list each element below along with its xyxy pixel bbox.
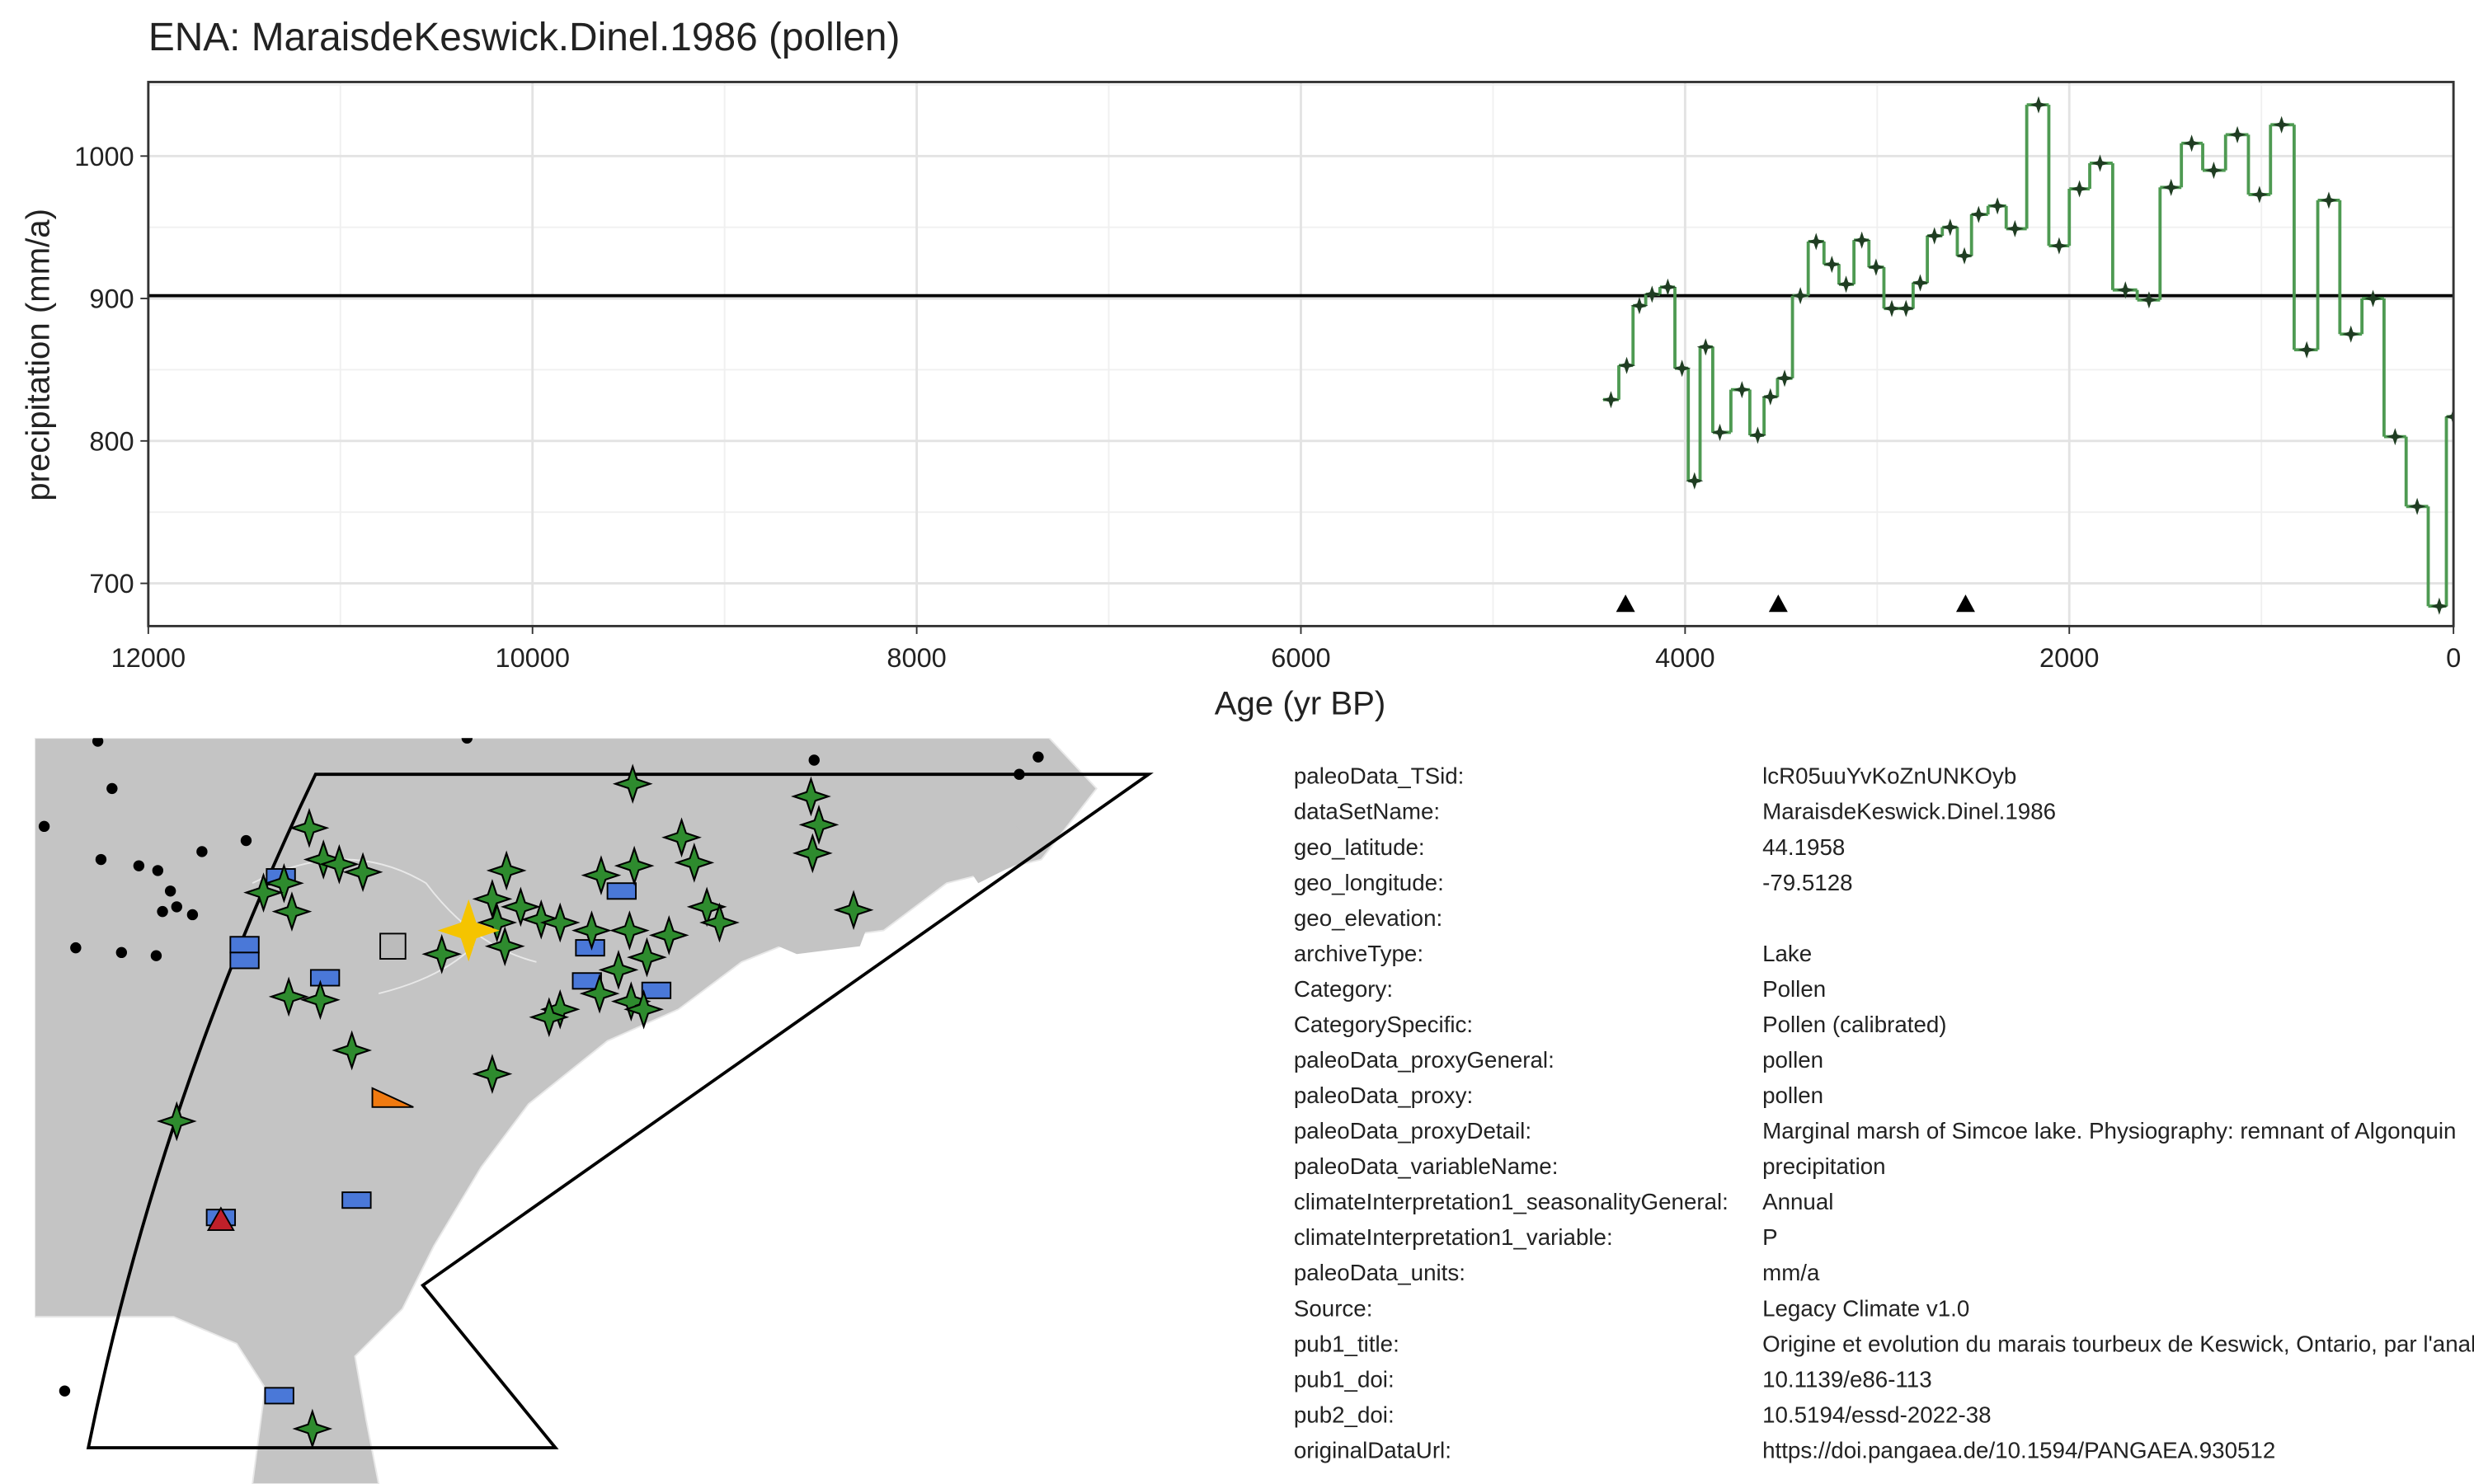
y-tick-label: 800 <box>89 426 134 456</box>
site-dot <box>152 865 164 876</box>
site-dot <box>808 754 820 766</box>
metadata-key: geo_latitude: <box>1294 834 1425 860</box>
metadata-key: pub2_doi: <box>1294 1402 1395 1427</box>
site-square <box>264 1387 294 1405</box>
site-square <box>641 981 672 999</box>
site-dot <box>186 909 199 921</box>
site-dot <box>164 885 176 897</box>
plot-area: 12000 10000 8000 6000 4000 2000 0 700 800 900 1000 <box>74 81 2461 673</box>
metadata-value: lcR05uuYvKoZnUNKOyb <box>1762 763 2016 789</box>
plot-border <box>147 81 2455 627</box>
metadata-key: climateInterpretation1_seasonalityGenera… <box>1294 1189 1729 1214</box>
metadata-key: paleoData_TSid: <box>1294 763 1465 789</box>
site-triangle <box>371 1087 414 1108</box>
y-tick-label: 700 <box>89 569 134 599</box>
site-dot <box>461 738 473 744</box>
site-dot <box>157 905 168 918</box>
site-dot <box>95 853 107 866</box>
metadata-value: P <box>1762 1224 1778 1250</box>
metadata-value: Pollen <box>1762 976 1826 1002</box>
metadata-value: -79.5128 <box>1762 870 1852 895</box>
metadata-value: MaraisdeKeswick.Dinel.1986 <box>1762 799 2056 824</box>
metadata-key: originalDataUrl: <box>1294 1437 1451 1463</box>
land <box>35 738 1098 1484</box>
site-markers <box>38 738 1044 1448</box>
land <box>741 819 1042 955</box>
x-axis-label: Age (yr BP) <box>1215 685 1386 722</box>
site-dot <box>240 834 252 847</box>
chart-title: ENA: MaraisdeKeswick.Dinel.1986 (pollen) <box>148 16 901 59</box>
metadata-value: 44.1958 <box>1762 834 1845 860</box>
metadata-key: archiveType: <box>1294 941 1423 966</box>
metadata-key: pub1_title: <box>1294 1331 1399 1356</box>
x-tick-label: 6000 <box>1271 643 1330 673</box>
metadata-value: pollen <box>1762 1047 1823 1073</box>
metadata-value: mm/a <box>1762 1260 1820 1285</box>
metadata-key: pub1_doi: <box>1294 1366 1395 1392</box>
site-dot <box>171 901 182 913</box>
metadata-table: paleoData_TSid: lcR05uuYvKoZnUNKOyb dataSe… <box>1294 763 2474 1463</box>
site-dot <box>1014 768 1025 780</box>
metadata-value: pollen <box>1762 1082 1823 1108</box>
site-square <box>379 932 407 960</box>
age-control-marker <box>1955 594 1975 613</box>
metadata-value: https://doi.pangaea.de/10.1594/PANGAEA.9… <box>1762 1437 2275 1463</box>
x-tick-label: 8000 <box>887 643 946 673</box>
metadata-key: geo_elevation: <box>1294 905 1442 931</box>
y-tick-label: 1000 <box>74 142 134 171</box>
x-tick-label: 4000 <box>1655 643 1714 673</box>
site-dot <box>133 860 145 871</box>
metadata-key: paleoData_proxyDetail: <box>1294 1118 1531 1144</box>
y-tick-label: 900 <box>89 284 134 314</box>
site-dot <box>115 946 128 959</box>
age-control-marker <box>1616 594 1635 613</box>
metadata-value: 10.1139/e86-113 <box>1762 1366 1932 1392</box>
x-tick-label: 10000 <box>496 643 570 673</box>
site-dot <box>92 738 104 747</box>
metadata-value: Pollen (calibrated) <box>1762 1012 1946 1037</box>
metadata-value: precipitation <box>1762 1153 1885 1179</box>
metadata-key: Source: <box>1294 1295 1373 1321</box>
y-axis-label: precipitation (mm/a) <box>19 209 56 501</box>
site-dot <box>70 942 82 954</box>
site-dot <box>59 1385 71 1397</box>
metadata-key: paleoData_proxyGeneral: <box>1294 1047 1554 1073</box>
metadata-value: Annual <box>1762 1189 1833 1214</box>
metadata-value: Legacy Climate v1.0 <box>1762 1295 1969 1321</box>
metadata-key: geo_longitude: <box>1294 870 1444 895</box>
metadata-value: Origine et evolution du marais tourbeux … <box>1762 1331 2474 1356</box>
site-dot <box>38 820 50 833</box>
metadata-key: paleoData_proxy: <box>1294 1082 1473 1108</box>
site-square <box>229 951 260 970</box>
metadata-key: CategorySpecific: <box>1294 1012 1473 1037</box>
metadata-key: paleoData_units: <box>1294 1260 1465 1285</box>
site-square <box>606 882 637 900</box>
site-square <box>229 936 260 954</box>
metadata-key: paleoData_variableName: <box>1294 1153 1559 1179</box>
site-square <box>309 969 341 987</box>
site-triangle <box>206 1206 235 1231</box>
site-dot <box>150 950 162 961</box>
x-tick-label: 2000 <box>2039 643 2099 673</box>
metadata-value: Lake <box>1762 941 1812 966</box>
data-layer <box>148 96 2454 615</box>
site-square <box>341 1191 372 1209</box>
site-dot <box>106 782 118 795</box>
site-dot <box>196 846 208 857</box>
map <box>35 738 1154 1484</box>
x-tick-label: 0 <box>2446 643 2461 673</box>
metadata-value: Marginal marsh of Simcoe lake. Physiogra… <box>1762 1118 2456 1144</box>
metadata-key: dataSetName: <box>1294 799 1440 824</box>
metadata-key: climateInterpretation1_variable: <box>1294 1224 1613 1250</box>
age-control-marker <box>1768 594 1788 613</box>
site-dot <box>1032 751 1044 763</box>
metadata-key: Category: <box>1294 976 1393 1002</box>
metadata-value: 10.5194/essd-2022-38 <box>1762 1402 1991 1427</box>
x-tick-label: 12000 <box>111 643 186 673</box>
